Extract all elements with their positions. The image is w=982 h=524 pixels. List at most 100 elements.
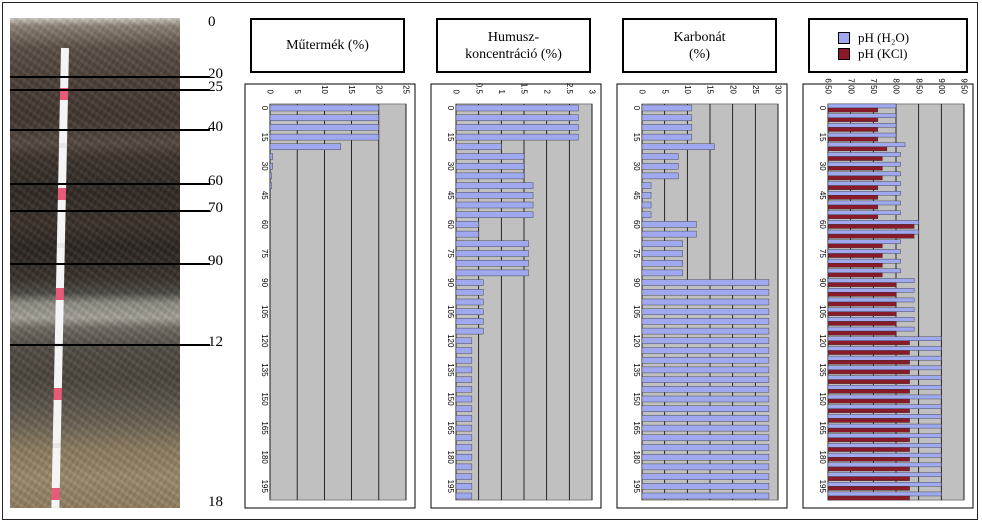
y-tick-label: 0	[632, 106, 641, 111]
x-tick-label: 20	[728, 85, 737, 94]
bar-kcl	[827, 408, 910, 413]
y-tick-label: 60	[446, 220, 455, 229]
bar-kcl	[827, 117, 879, 122]
chart-title-muterment: Műtermék (%)	[250, 18, 405, 73]
x-tick-label: 5	[660, 90, 669, 95]
bar	[455, 289, 484, 296]
y-tick-label: 105	[818, 305, 827, 319]
y-tick-label: 90	[818, 278, 827, 287]
bar	[455, 269, 529, 277]
bar-kcl	[827, 340, 910, 346]
bar	[455, 259, 529, 267]
legend-label-ph-kcl: pH (KCl)	[858, 45, 908, 61]
y-tick-label: 60	[260, 220, 269, 229]
horizon-line	[10, 209, 210, 212]
bar-kcl	[827, 350, 910, 355]
bar	[455, 434, 473, 442]
bar	[827, 375, 942, 380]
bar-kcl	[827, 107, 879, 113]
x-tick-label: 10	[320, 85, 329, 94]
bar	[455, 463, 473, 471]
bar	[827, 191, 901, 196]
depth-label: 0	[208, 14, 216, 30]
y-tick-label: 0	[260, 106, 269, 111]
depth-label: 25	[208, 79, 223, 95]
depth-label: 40	[208, 119, 223, 136]
bar-kcl	[827, 204, 879, 210]
x-tick-label: 1.5	[520, 83, 529, 95]
y-tick-label: 15	[260, 133, 269, 142]
bar	[455, 279, 484, 286]
horizon-line	[10, 89, 210, 91]
bar-kcl	[827, 136, 879, 142]
bar	[455, 124, 579, 131]
y-tick-label: 150	[818, 392, 827, 406]
y-tick-label: 180	[260, 451, 269, 465]
bar	[455, 453, 473, 461]
bar-kcl	[827, 224, 915, 229]
bar	[641, 366, 770, 374]
bar	[827, 336, 942, 342]
bar	[641, 172, 679, 180]
depth-label: 70	[208, 199, 223, 216]
bar	[827, 414, 942, 419]
bar	[827, 123, 897, 128]
bar	[641, 153, 679, 160]
bar	[827, 113, 897, 118]
bar-kcl	[827, 282, 897, 287]
bar	[641, 298, 770, 306]
bar-kcl	[827, 272, 883, 278]
y-tick-label: 150	[446, 392, 455, 406]
bar	[269, 172, 272, 180]
bar-kcl	[827, 195, 879, 200]
y-tick-label: 30	[446, 162, 455, 171]
bar	[827, 423, 942, 429]
y-tick-label: 105	[446, 305, 455, 319]
bar	[827, 355, 942, 361]
bar	[455, 182, 534, 189]
x-tick-label: 1	[497, 90, 506, 95]
y-tick-label: 165	[632, 421, 641, 435]
bar-kcl	[827, 457, 910, 462]
bar	[641, 143, 715, 151]
bar-kcl	[827, 389, 910, 394]
x-tick-label: 2.5	[565, 83, 574, 95]
bar	[827, 132, 897, 138]
bar	[641, 289, 770, 296]
chart-title-line: Műtermék (%)	[286, 38, 369, 53]
bar	[827, 404, 942, 409]
bar	[641, 434, 770, 442]
bar	[641, 483, 770, 490]
bar-kcl	[827, 156, 883, 161]
bar	[827, 443, 942, 448]
bar-kcl	[827, 146, 888, 152]
bar	[455, 221, 479, 228]
bar	[455, 201, 534, 209]
y-tick-label: 60	[632, 220, 641, 229]
plot-area	[269, 103, 407, 501]
depth-label: 90	[208, 253, 223, 270]
y-tick-label: 135	[446, 363, 455, 377]
bar	[641, 473, 770, 480]
bar	[269, 104, 380, 112]
bar	[269, 133, 380, 141]
bar	[827, 307, 915, 312]
chart-title-line: (%)	[689, 46, 710, 62]
bar	[455, 172, 525, 180]
x-tick-label: 15	[706, 85, 715, 94]
bar	[641, 221, 697, 228]
y-tick-label: 15	[632, 133, 641, 142]
x-tick-label: 2	[542, 90, 551, 95]
x-tick-label: 9.50	[960, 78, 969, 94]
bar-kcl	[827, 427, 910, 433]
x-tick-label: 0	[452, 90, 461, 95]
bar	[455, 405, 473, 412]
y-tick-label: 135	[632, 363, 641, 377]
bar	[269, 124, 380, 131]
bar	[641, 492, 770, 500]
bar	[827, 210, 901, 215]
bar-kcl	[827, 466, 910, 472]
chart-title-line: Humusz-	[487, 29, 540, 45]
legend-entry-ph-h2o: pH (H₂O)	[838, 30, 909, 46]
